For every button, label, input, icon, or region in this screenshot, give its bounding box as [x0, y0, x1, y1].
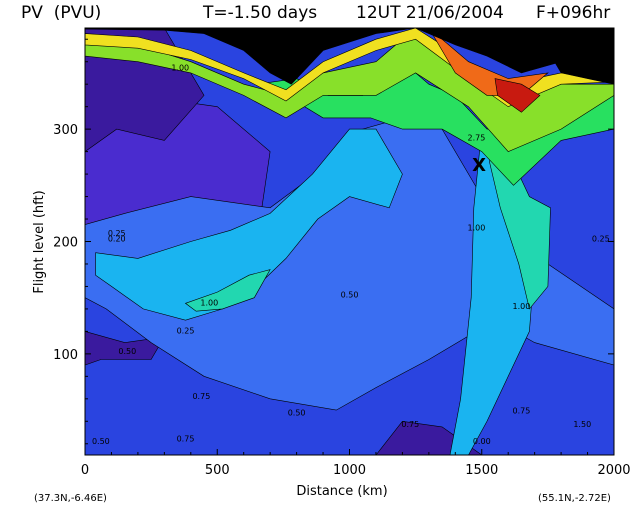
contour-label: 0.75: [192, 392, 210, 401]
route-end-point: (55.1N,-2.72E): [538, 493, 611, 504]
title-forecast: F+096hr: [536, 3, 611, 23]
title-valid-time: 12UT 21/06/2004: [356, 3, 504, 23]
field-min-lower: [85, 331, 165, 366]
x-tick-label: 500: [205, 463, 230, 478]
y-axis-label: Flight level (hft): [32, 190, 47, 293]
route-start-point: (37.3N,-6.46E): [34, 493, 107, 504]
x-axis-label: Distance (km): [296, 484, 387, 499]
chart-title: PV (PVU) T=-1.50 days 12UT 21/06/2004 F+…: [0, 3, 640, 27]
contour-label: 0.75: [401, 420, 419, 429]
y-tick-label: 200: [53, 236, 78, 251]
route-marker: X: [472, 155, 486, 176]
title-time-offset: T=-1.50 days: [203, 3, 318, 23]
title-quantity: PV (PVU): [21, 3, 102, 23]
contour-label: 0.25: [108, 229, 126, 238]
contour-label: 0.75: [177, 435, 195, 444]
contour-label: 0.25: [177, 327, 195, 336]
field-red: [494, 78, 541, 113]
contour-label: 2.75: [468, 133, 486, 142]
field-cyan-band: [95, 128, 403, 321]
contour-label: 0.50: [341, 291, 359, 300]
axes: 0 500 1000 1500 2000 100 200 300: [53, 28, 631, 478]
contour-labels: 1.00 1.00 1.00 1.00 0.75 0.75 0.75 0.50 0.50 0.50…: [92, 64, 610, 446]
y-tick-label: 300: [53, 123, 78, 138]
field-orange: [428, 28, 549, 96]
x-tick-label: 1500: [465, 463, 498, 478]
contour-label: 1.50: [573, 420, 591, 429]
contour-label: 0.20: [108, 235, 126, 244]
contour-label: 0.50: [118, 347, 136, 356]
x-tick-label: 0: [81, 463, 89, 478]
contour-label: 0.50: [92, 437, 110, 446]
contour-label: 0.75: [513, 406, 531, 415]
field-stratosphere-right: [534, 28, 614, 85]
contour-label: 1.00: [200, 299, 218, 308]
x-tick-label: 1000: [333, 463, 366, 478]
field-teal-left: [184, 269, 271, 312]
contour-label: 0.25: [592, 235, 610, 244]
contour-label: 1.00: [171, 64, 189, 73]
x-tick-label: 2000: [597, 463, 630, 478]
pv-field: [85, 28, 614, 455]
contour-label: 1.00: [468, 223, 486, 232]
contour-label: 0.50: [288, 409, 306, 418]
contour-label: 0.00: [473, 437, 491, 446]
y-tick-label: 100: [53, 348, 78, 363]
contour-label: 1.00: [513, 302, 531, 311]
